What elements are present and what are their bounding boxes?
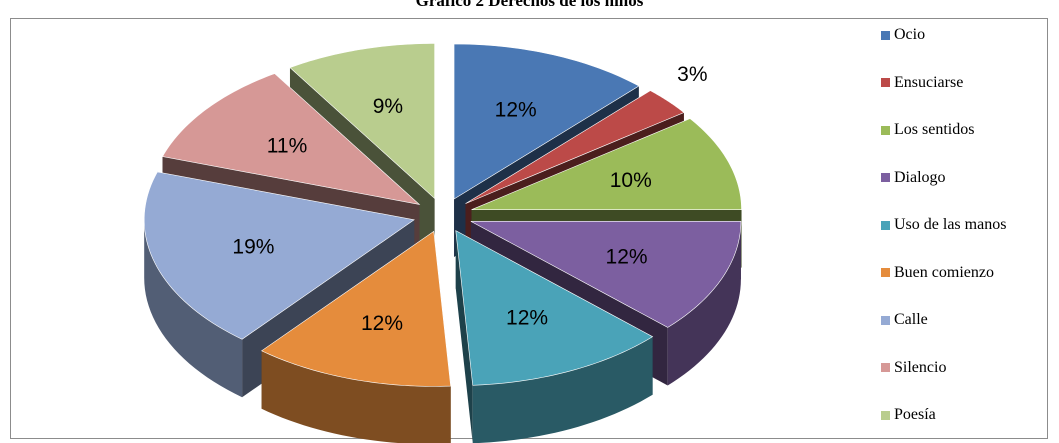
legend-item: Poesía: [881, 404, 936, 426]
legend-label: Calle: [894, 311, 928, 328]
legend-swatch: [881, 410, 890, 420]
legend-item: Ocio: [881, 24, 925, 46]
legend-swatch: [881, 363, 890, 372]
pie-tops: [143, 43, 742, 387]
chart-title: Gráfico 2 Derechos de los niños: [415, 0, 644, 10]
slice-outer-wall-dialogo-0: [667, 221, 741, 386]
legend-label: Ensuciarse: [894, 73, 964, 91]
legend-item: Calle: [881, 309, 928, 331]
data-label-ensuciarse: 3%: [677, 63, 707, 86]
slice-outer-wall-buen-comienzo-0: [261, 350, 451, 443]
data-label-los-sentidos: 10%: [610, 169, 652, 192]
legend-item: Buen comienzo: [881, 262, 994, 284]
slice-buen-comienzo: [261, 230, 452, 387]
data-label-silencio: 11%: [267, 135, 307, 158]
legend-swatch: [881, 30, 890, 40]
legend-item: Los sentidos: [881, 119, 974, 141]
slice-uso-de-las-manos: [455, 230, 654, 386]
data-label-dialogo: 12%: [606, 246, 648, 269]
pie-labels: 12% 3% 10% 12% 12% 12% 19% 11% 9%: [232, 63, 707, 335]
data-label-ocio: 12%: [495, 99, 537, 122]
slice-poes-a: [289, 43, 435, 200]
legend-swatch: [881, 78, 890, 87]
data-label-calle: 19%: [232, 236, 274, 259]
legend-label: Ocio: [894, 26, 926, 43]
slice-outer-wall-calle-0: [144, 219, 243, 398]
legend-item: Silencio: [881, 357, 946, 379]
legend-swatch: [881, 315, 890, 325]
data-label-uso-de-las-manos: 12%: [506, 307, 548, 330]
legend-label: Dialogo: [894, 168, 946, 186]
legend-label: Buen comienzo: [894, 263, 994, 281]
legend-swatch: [881, 173, 890, 182]
slice-ocio: [453, 43, 640, 200]
slice-los-sentidos: [471, 118, 742, 210]
legend-item: Ensuciarse: [881, 72, 963, 94]
legend-item: Dialogo: [881, 167, 946, 189]
legend-label: Los sentidos: [894, 121, 975, 138]
slice-dialogo: [470, 221, 742, 328]
legend-label: Uso de las manos: [894, 216, 1007, 233]
legend-swatch: [881, 220, 890, 230]
legend-swatch: [881, 268, 890, 277]
legend-item: Uso de las manos: [881, 214, 1006, 236]
slice-calle: [143, 171, 415, 340]
slice-silencio: [162, 73, 421, 205]
data-label-poes-a: 9%: [373, 95, 403, 118]
data-label-buen-comienzo: 12%: [361, 312, 403, 335]
slice-ensuciarse: [465, 90, 685, 204]
legend-label: Silencio: [894, 358, 947, 376]
legend-swatch: [881, 125, 890, 135]
slice-wall-uso-de-las-manos-1: [455, 230, 473, 443]
slice-outer-wall-uso-de-las-manos-0: [472, 336, 653, 443]
legend-label: Poesía: [894, 406, 936, 423]
